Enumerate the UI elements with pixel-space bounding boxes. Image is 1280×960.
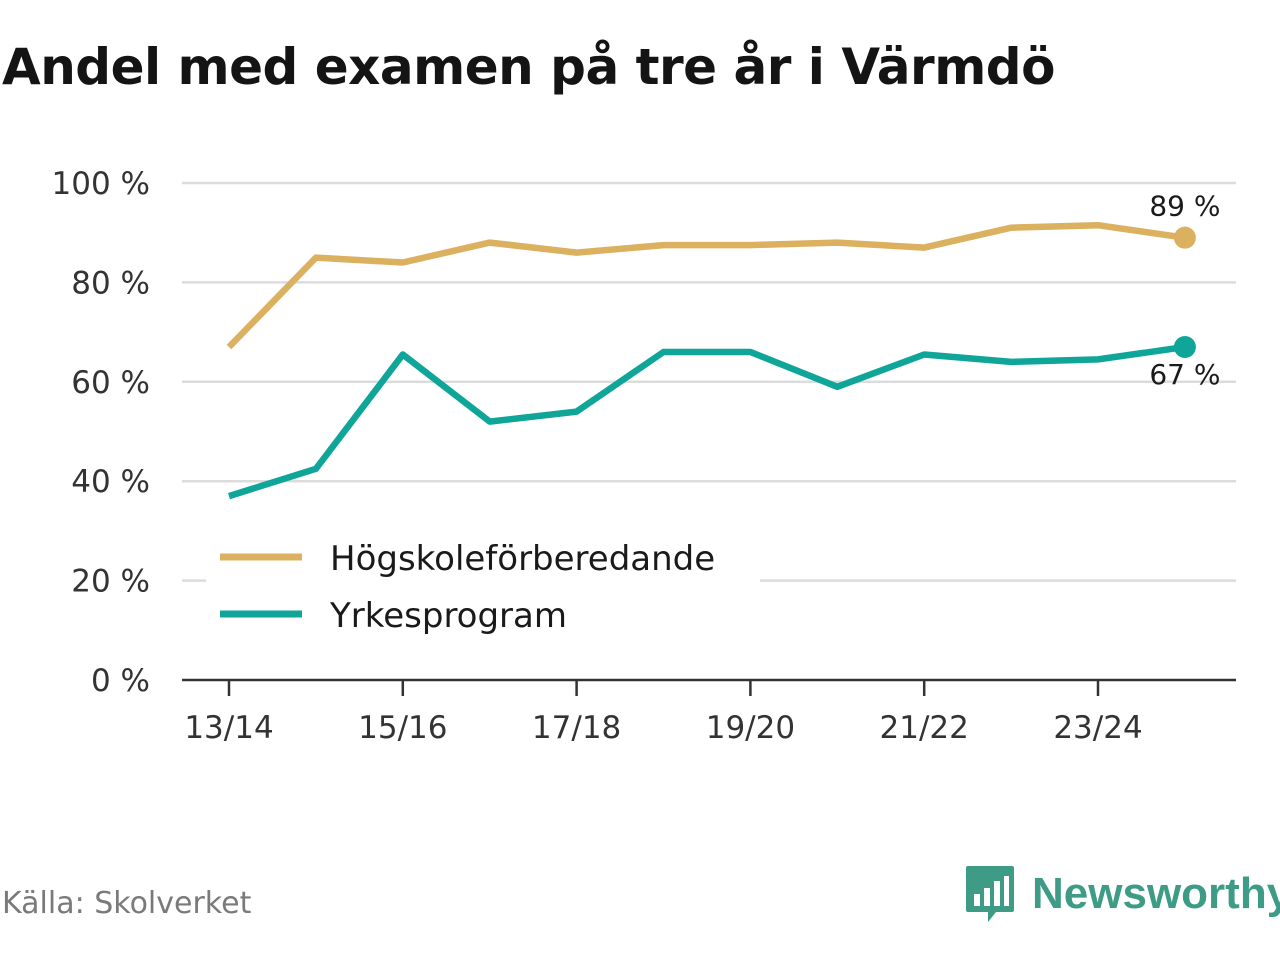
series-end-point	[1173, 336, 1196, 359]
series-end-point	[1173, 226, 1196, 249]
x-tick-label: 13/14	[184, 710, 273, 746]
y-tick-label: 60 %	[71, 365, 150, 401]
chart-title: Andel med examen på tre år i Värmdö	[2, 38, 1055, 96]
data-label: 67 %	[1149, 358, 1220, 391]
x-tick-label: 21/22	[880, 710, 969, 746]
y-tick-label: 0 %	[91, 663, 150, 699]
x-tick-label: 17/18	[532, 710, 621, 746]
data-label: 89 %	[1149, 190, 1220, 223]
y-tick-label: 20 %	[71, 564, 150, 600]
y-axis: 0 % 20 % 40 % 60 % 80 % 100 %	[52, 166, 150, 699]
brand-logo: Newsworthy	[964, 864, 1280, 924]
series-line-hogskoleforberedande	[226, 221, 1186, 350]
legend: Högskoleförberedande Yrkesprogram	[206, 528, 760, 646]
brand-name: Newsworthy	[1032, 869, 1280, 918]
x-tick-label: 23/24	[1053, 710, 1142, 746]
x-tick-label: 19/20	[706, 710, 795, 746]
series-lines: 89 % 67 %	[226, 190, 1220, 500]
legend-background	[206, 528, 760, 646]
legend-label: Yrkesprogram	[329, 596, 567, 636]
y-tick-label: 40 %	[71, 464, 150, 500]
legend-label: Högskoleförberedande	[330, 539, 715, 579]
x-tick-label: 15/16	[358, 710, 447, 746]
y-tick-label: 80 %	[71, 265, 150, 301]
y-tick-label: 100 %	[52, 166, 150, 202]
series-line-yrkesprogram	[228, 343, 1186, 500]
newsworthy-logo-icon	[966, 866, 1014, 922]
source-note: Källa: Skolverket	[2, 886, 252, 921]
x-axis: 13/14 15/16 17/18 19/20 21/22 23/24	[182, 678, 1236, 746]
